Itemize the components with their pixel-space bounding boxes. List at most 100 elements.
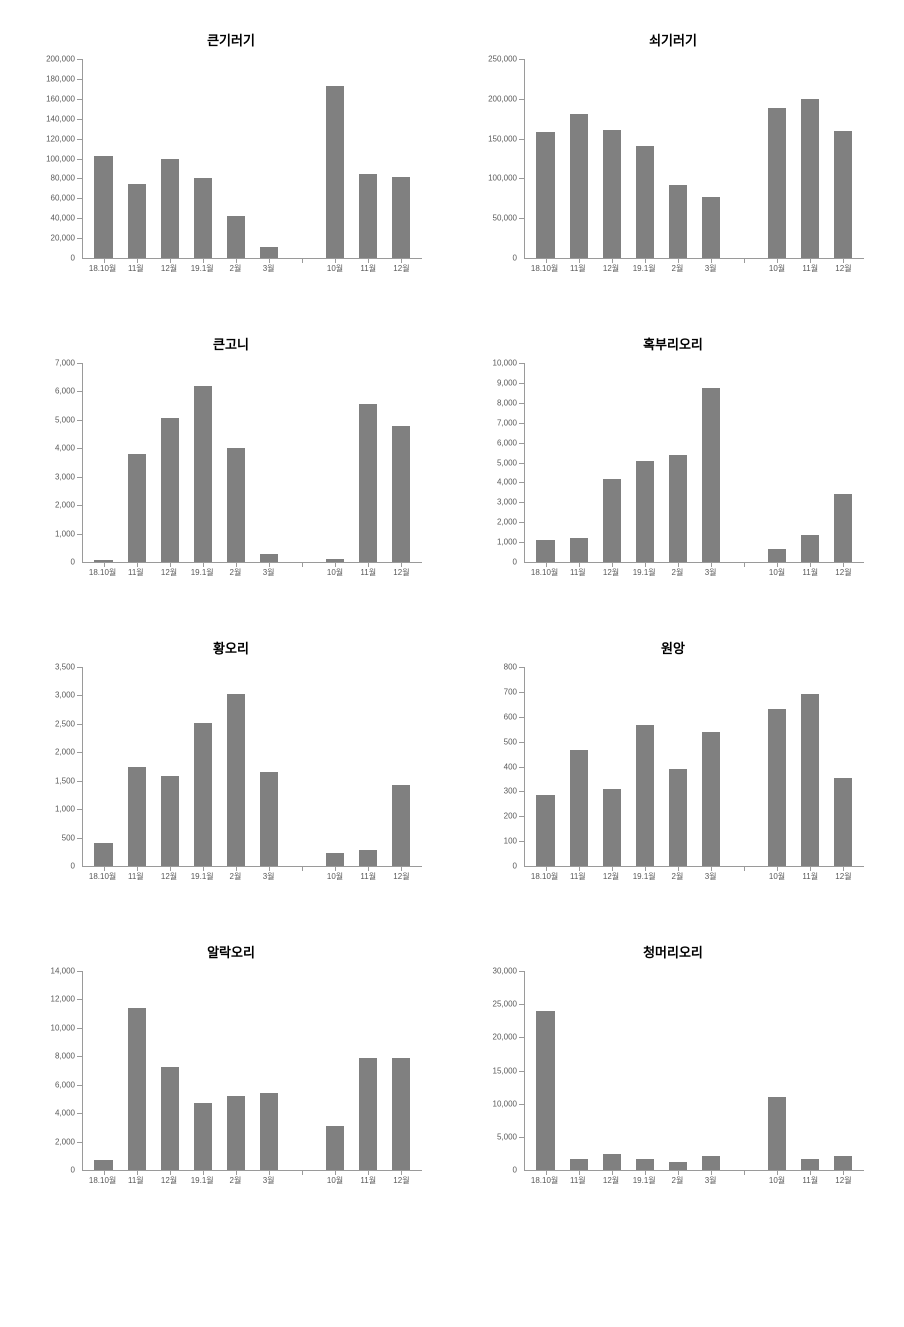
bar-slot xyxy=(595,971,628,1170)
bar xyxy=(536,1011,554,1170)
y-tick-label: 5,000 xyxy=(55,415,75,424)
plot-area: 050,000100,000150,000200,000250,000 xyxy=(524,59,864,259)
bar-slot xyxy=(761,667,794,866)
y-tick-label: 5,000 xyxy=(497,458,517,467)
y-tick-label: 50,000 xyxy=(493,214,517,223)
bar-slot xyxy=(120,667,153,866)
y-tick-label: 0 xyxy=(513,1166,517,1175)
y-tick-label: 30,000 xyxy=(493,967,517,976)
bar xyxy=(768,108,786,258)
chart: 혹부리오리01,0002,0003,0004,0005,0006,0007,00… xyxy=(482,334,864,578)
bar-slot xyxy=(219,667,252,866)
x-tick-label: 11월 xyxy=(561,263,594,274)
bar xyxy=(161,418,179,562)
x-tick-label xyxy=(285,263,318,274)
bar xyxy=(636,1159,654,1170)
x-tick-label: 11월 xyxy=(794,871,827,882)
bar xyxy=(392,785,410,866)
y-tick-label: 7,000 xyxy=(497,418,517,427)
y-tick-label: 25,000 xyxy=(493,1000,517,1009)
x-tick-label: 12월 xyxy=(385,263,418,274)
bar xyxy=(94,843,112,866)
y-tick-label: 6,000 xyxy=(55,1080,75,1089)
x-tick-label: 3월 xyxy=(694,567,727,578)
y-tick-label: 20,000 xyxy=(493,1033,517,1042)
y-tick-label: 4,000 xyxy=(55,1109,75,1118)
bar-slot xyxy=(286,971,319,1170)
x-axis-labels: 18.10월11월12월19.1월2월3월10월11월12월 xyxy=(524,567,864,578)
x-tick-label: 11월 xyxy=(352,567,385,578)
bar-slot xyxy=(153,59,186,258)
bar-slot xyxy=(529,971,562,1170)
bar-slot xyxy=(728,363,761,562)
bar xyxy=(227,1096,245,1170)
bar-slot xyxy=(595,363,628,562)
x-tick-label: 2월 xyxy=(219,567,252,578)
y-tick-label: 80,000 xyxy=(51,174,75,183)
y-tick-label: 10,000 xyxy=(493,359,517,368)
bars-container xyxy=(83,971,422,1170)
bar-slot xyxy=(120,363,153,562)
plot-area: 01,0002,0003,0004,0005,0006,0007,000 xyxy=(82,363,422,563)
bar xyxy=(702,388,720,562)
bar xyxy=(359,1058,377,1170)
x-tick-label: 11월 xyxy=(119,263,152,274)
y-tick-label: 100 xyxy=(504,837,517,846)
x-tick-label xyxy=(285,1175,318,1186)
bars-container xyxy=(83,363,422,562)
bar-slot xyxy=(827,971,860,1170)
y-tick-label: 40,000 xyxy=(51,214,75,223)
bar-slot xyxy=(694,59,727,258)
bar-slot xyxy=(186,59,219,258)
bar-slot xyxy=(252,363,285,562)
x-tick-label: 18.10월 xyxy=(86,567,119,578)
bar xyxy=(768,549,786,562)
bar xyxy=(702,732,720,866)
x-tick-label: 12월 xyxy=(594,1175,627,1186)
y-tick-label: 0 xyxy=(71,558,75,567)
x-tick-label: 19.1월 xyxy=(186,263,219,274)
y-tick-label: 250,000 xyxy=(488,55,517,64)
bar xyxy=(669,455,687,562)
bar xyxy=(260,247,278,258)
bar-slot xyxy=(628,667,661,866)
chart-title: 쇠기러기 xyxy=(482,30,864,49)
y-tick-label: 10,000 xyxy=(493,1099,517,1108)
bars-container xyxy=(83,667,422,866)
bar-slot xyxy=(529,59,562,258)
y-tick-label: 120,000 xyxy=(46,134,75,143)
y-tick-label: 20,000 xyxy=(51,234,75,243)
bar-slot xyxy=(120,971,153,1170)
bars-container xyxy=(525,667,864,866)
x-axis-labels: 18.10월11월12월19.1월2월3월10월11월12월 xyxy=(524,871,864,882)
bar xyxy=(326,1126,344,1170)
y-tick-label: 2,500 xyxy=(55,719,75,728)
bar xyxy=(603,1154,621,1170)
y-tick-label: 400 xyxy=(504,762,517,771)
y-tick-label: 14,000 xyxy=(51,967,75,976)
bar xyxy=(260,772,278,866)
x-tick-label: 12월 xyxy=(385,567,418,578)
x-tick-label xyxy=(727,263,760,274)
bar xyxy=(702,1156,720,1170)
x-tick-label: 3월 xyxy=(252,1175,285,1186)
y-tick-label: 2,000 xyxy=(55,1137,75,1146)
x-tick-label: 11월 xyxy=(561,871,594,882)
x-tick-label: 11월 xyxy=(794,1175,827,1186)
x-tick-label: 11월 xyxy=(794,263,827,274)
bar xyxy=(801,694,819,866)
x-tick-label: 10월 xyxy=(318,1175,351,1186)
bar-slot xyxy=(219,971,252,1170)
bar xyxy=(392,426,410,562)
bar xyxy=(801,1159,819,1170)
bar-slot xyxy=(87,667,120,866)
x-tick-label xyxy=(727,1175,760,1186)
chart: 큰고니01,0002,0003,0004,0005,0006,0007,0001… xyxy=(40,334,422,578)
bar-slot xyxy=(87,59,120,258)
x-tick-label: 12월 xyxy=(385,1175,418,1186)
bar-slot xyxy=(286,667,319,866)
y-tick-label: 3,500 xyxy=(55,663,75,672)
bar-slot xyxy=(385,363,418,562)
bar-slot xyxy=(694,363,727,562)
y-tick-label: 100,000 xyxy=(488,174,517,183)
